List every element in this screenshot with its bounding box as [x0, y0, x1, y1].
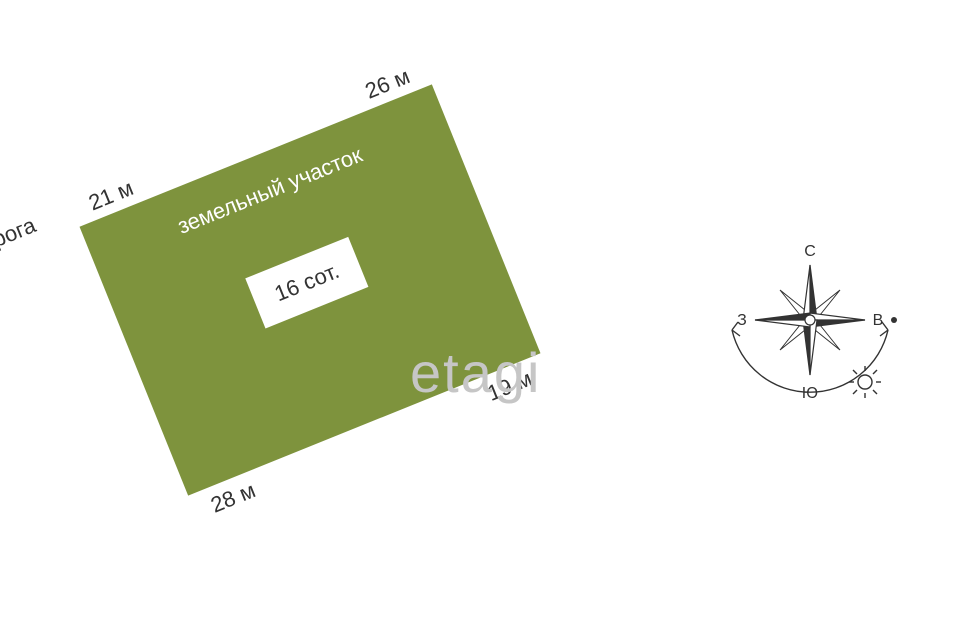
compass-center [805, 315, 815, 325]
compass: С В Ю З [720, 230, 900, 410]
compass-label-w: З [737, 312, 747, 329]
compass-label-n: С [804, 243, 816, 260]
compass-label-s: Ю [802, 385, 818, 402]
compass-svg: С В Ю З [720, 230, 900, 410]
dim-top-right: 26 м [362, 63, 414, 104]
dim-bottom-left: 28 м [207, 477, 259, 518]
diagram-stage: земельный участок 16 сот. 21 м 26 м 28 м… [0, 0, 960, 640]
compass-east-dot [891, 317, 897, 323]
plot-wrapper: земельный участок 16 сот. 21 м 26 м 28 м… [80, 84, 541, 495]
land-plot: земельный участок 16 сот. 21 м 26 м 28 м… [80, 84, 541, 495]
road-label: дорога [0, 212, 40, 262]
watermark-text: etagi [410, 340, 541, 405]
compass-label-e: В [873, 312, 884, 329]
plot-area-box: 16 сот. [245, 237, 368, 329]
plot-title: земельный участок [174, 142, 366, 240]
dim-top-left: 21 м [85, 175, 137, 216]
sun-icon [849, 366, 881, 398]
